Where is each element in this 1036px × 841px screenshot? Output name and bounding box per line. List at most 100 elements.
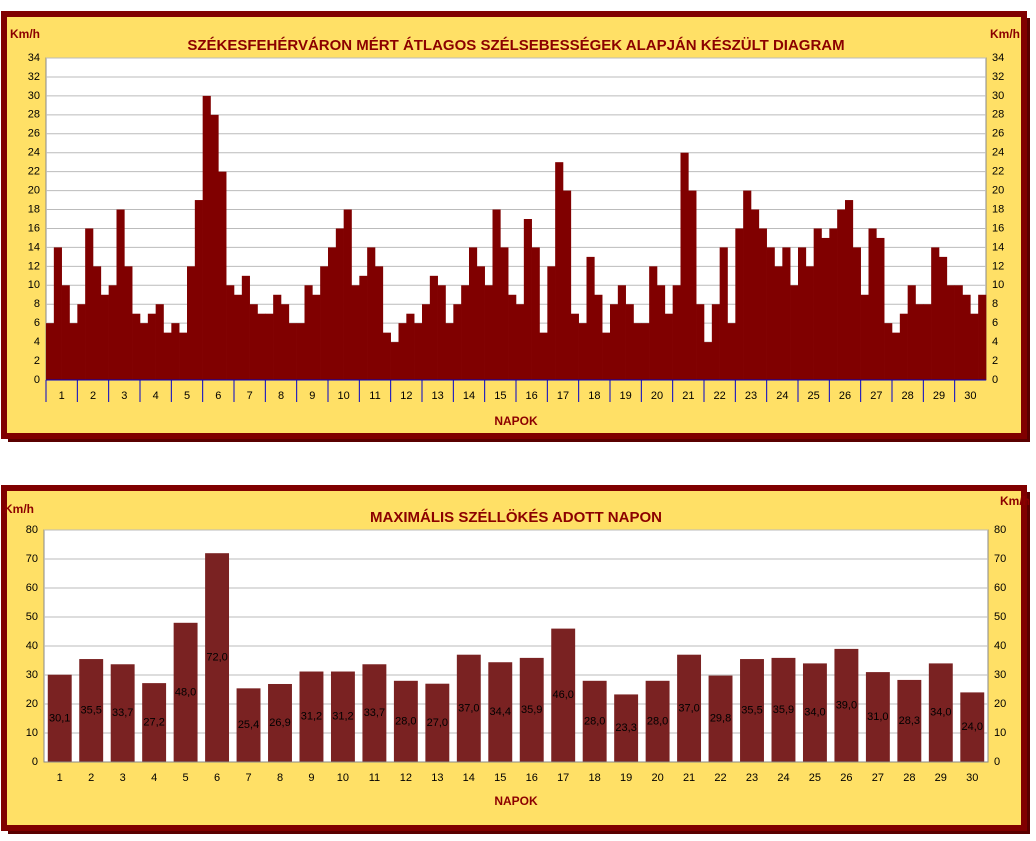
x-tick-label: 14 [463, 772, 475, 784]
x-tick-label: 8 [277, 772, 283, 784]
bar [876, 237, 885, 380]
bar [570, 313, 579, 380]
y-tick-label: 50 [26, 611, 38, 623]
bar [492, 209, 501, 380]
bar [708, 675, 733, 762]
bar [163, 332, 172, 380]
bar [897, 679, 922, 762]
chart-2: MAXIMÁLIS SZÉLLÖKÉS ADOTT NAPON Km/h Km/h N… [4, 494, 1030, 808]
y-tick-label: 0 [32, 756, 38, 768]
bar [805, 266, 814, 380]
data-label: 31,2 [332, 711, 353, 723]
bar [299, 671, 324, 762]
y-tick-label: 2 [34, 355, 40, 367]
y-axis-label: Km/h [4, 502, 34, 516]
bar [641, 323, 650, 380]
y2-tick-label: 24 [992, 147, 1004, 159]
bar [359, 275, 368, 380]
data-label: 37,0 [678, 702, 699, 714]
bar [476, 266, 485, 380]
x-tick-label: 14 [463, 390, 475, 402]
x-tick-label: 7 [247, 390, 253, 402]
y-tick-label: 6 [34, 317, 40, 329]
bar [265, 313, 274, 380]
bar [453, 304, 462, 380]
x-tick-label: 28 [902, 390, 914, 402]
data-label: 26,9 [269, 717, 290, 729]
bar [516, 304, 525, 380]
bar [617, 285, 626, 380]
bar [382, 332, 391, 380]
bar [547, 266, 556, 380]
bar [625, 304, 634, 380]
x-tick-label: 15 [494, 772, 506, 784]
bar [320, 266, 329, 380]
bar [578, 323, 587, 380]
y2-tick-label: 80 [994, 524, 1006, 536]
x-tick-label: 18 [589, 772, 601, 784]
bar [923, 304, 932, 380]
x-tick-label: 2 [90, 390, 96, 402]
y-tick-label: 30 [28, 90, 40, 102]
bar [46, 323, 55, 380]
x-tick-label: 15 [494, 390, 506, 402]
bar [978, 294, 987, 380]
bar [93, 266, 102, 380]
y2-tick-label: 22 [992, 166, 1004, 178]
data-label: 72,0 [206, 652, 227, 664]
bar [330, 671, 355, 762]
bar [375, 266, 384, 380]
bar [187, 266, 196, 380]
bar [664, 313, 673, 380]
data-label: 33,7 [364, 707, 385, 719]
bar [343, 209, 352, 380]
y-tick-label: 30 [26, 669, 38, 681]
bar [296, 323, 305, 380]
bar [335, 228, 344, 380]
bar [743, 190, 752, 380]
bar [680, 152, 689, 380]
data-label: 48,0 [175, 686, 196, 698]
bar [488, 662, 513, 762]
y-tick-label: 22 [28, 166, 40, 178]
y-tick-label: 4 [34, 336, 40, 348]
bar [740, 659, 764, 762]
bar [155, 304, 164, 380]
bar [393, 680, 418, 762]
bar [688, 190, 697, 380]
bar [100, 294, 109, 380]
x-tick-label: 28 [903, 772, 915, 784]
bar [140, 323, 149, 380]
y-tick-label: 80 [26, 524, 38, 536]
bar [633, 323, 642, 380]
bar [821, 237, 830, 380]
x-axis-label: NAPOK [494, 414, 538, 428]
y2-tick-label: 10 [992, 279, 1004, 291]
y-axis-label: Km/h [10, 27, 40, 41]
y-tick-label: 20 [28, 184, 40, 196]
data-label: 28,0 [395, 715, 416, 727]
bar [142, 683, 167, 762]
y2-tick-label: 60 [994, 582, 1006, 594]
bar [954, 285, 963, 380]
bar [735, 228, 744, 380]
bar [845, 200, 854, 380]
data-label: 24,0 [962, 721, 983, 733]
x-tick-label: 23 [746, 772, 758, 784]
x-tick-label: 22 [714, 390, 726, 402]
y-tick-label: 26 [28, 128, 40, 140]
y-tick-label: 10 [26, 727, 38, 739]
y-tick-label: 8 [34, 298, 40, 310]
bar [367, 247, 376, 380]
y2-tick-label: 0 [994, 756, 1000, 768]
bar [696, 304, 705, 380]
x-tick-label: 6 [214, 772, 220, 784]
bar [53, 247, 62, 380]
bar [766, 247, 775, 380]
x-tick-label: 17 [557, 390, 569, 402]
x-tick-label: 6 [215, 390, 221, 402]
bar [288, 323, 297, 380]
bar [234, 294, 243, 380]
bar [437, 285, 446, 380]
bar [249, 304, 258, 380]
